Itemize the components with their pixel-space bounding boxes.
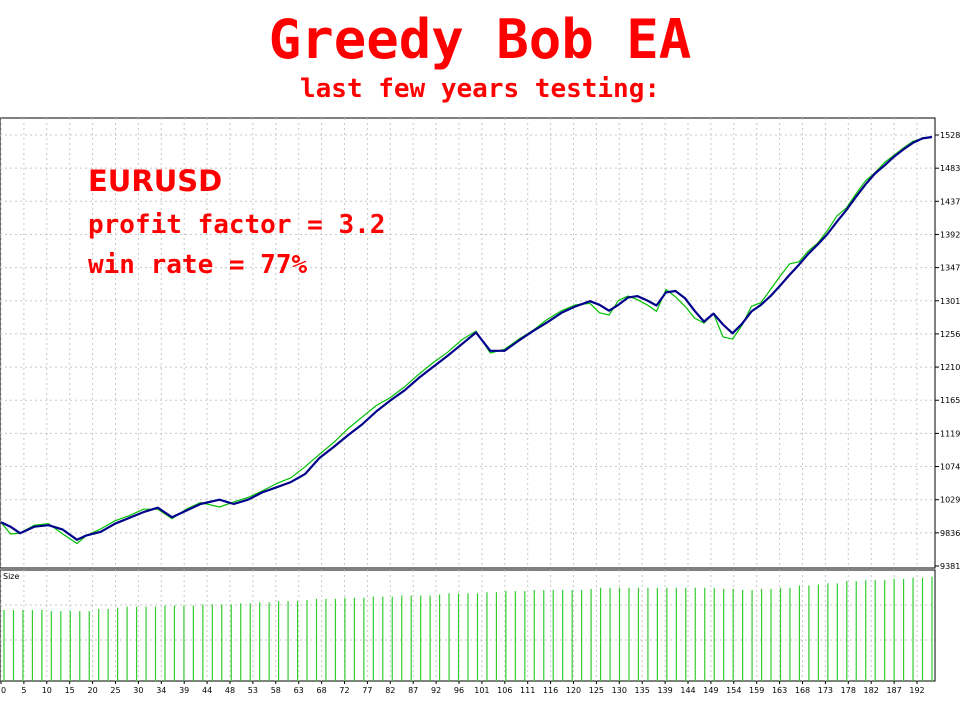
y-tick-label: 10744 [940,463,960,472]
x-tick-label: 192 [909,686,924,695]
x-tick-label: 5 [21,686,26,695]
x-tick-label: 34 [156,686,166,695]
y-tick-label: 11198 [940,429,960,438]
x-tick-label: 25 [110,686,120,695]
size-bars [3,576,933,681]
x-tick-label: 178 [841,686,856,695]
x-tick-label: 53 [248,686,258,695]
x-tick-label: 159 [749,686,764,695]
size-panel-label: Size [3,572,20,581]
x-tick-label: 20 [88,686,98,695]
x-tick-label: 30 [133,686,143,695]
equity-line [0,136,933,545]
x-tick-label: 163 [772,686,787,695]
x-tick-label: 82 [385,686,395,695]
main-plot-frame [0,117,936,569]
x-tick-label: 106 [497,686,512,695]
symbol-label: EURUSD [88,164,223,198]
x-tick-label: 0 [1,686,6,695]
equity-lines [0,135,933,545]
y-tick-label: 14378 [940,197,960,206]
x-tick-label: 135 [635,686,650,695]
x-tick-label: 63 [294,686,304,695]
main-grid [0,118,935,568]
y-tick-label: 9836 [940,529,960,538]
x-tick-label: 15 [65,686,75,695]
x-tick-label: 39 [179,686,189,695]
y-tick-label: 9381 [940,562,960,571]
x-tick-label: 125 [589,686,604,695]
x-tick-label: 116 [543,686,558,695]
x-tick-label: 111 [520,686,535,695]
x-tick-label: 68 [317,686,327,695]
x-tick-label: 77 [362,686,372,695]
x-tick-label: 101 [474,686,489,695]
x-tick-label: 58 [271,686,281,695]
y-tick-label: 13924 [940,230,960,239]
x-tick-label: 187 [886,686,901,695]
x-tick-label: 173 [818,686,833,695]
x-tick-label: 144 [680,686,695,695]
x-tick-label: 96 [454,686,464,695]
x-tick-label: 48 [225,686,235,695]
y-tick-label: 13470 [940,264,960,273]
y-tick-label: 15287 [940,131,960,140]
x-axis-ticks: 0 5 10 15 20 25 30 34 39 44 48 53 58 63 68 72 77 82 87 92 96… [0,681,925,695]
y-tick-label: 10290 [940,496,960,505]
y-tick-label: 13015 [940,297,960,306]
x-tick-label: 149 [703,686,718,695]
x-tick-label: 168 [795,686,810,695]
y-tick-label: 14833 [940,164,960,173]
x-tick-label: 130 [612,686,627,695]
x-tick-label: 72 [339,686,349,695]
x-tick-label: 154 [726,686,741,695]
x-tick-label: 44 [202,686,212,695]
balance-line [0,135,933,541]
x-tick-label: 182 [864,686,879,695]
x-tick-label: 87 [408,686,418,695]
y-tick-label: 12107 [940,363,960,372]
x-tick-label: 139 [657,686,672,695]
chart-title: Greedy Bob EA [268,8,692,71]
x-tick-label: 10 [42,686,52,695]
win-rate-label: win rate = 77% [88,250,308,280]
y-tick-label: 11653 [940,396,960,405]
chart-subtitle: last few years testing: [299,74,661,104]
x-tick-label: 120 [566,686,581,695]
x-tick-label: 92 [431,686,441,695]
profit-factor-label: profit factor = 3.2 [88,210,386,240]
